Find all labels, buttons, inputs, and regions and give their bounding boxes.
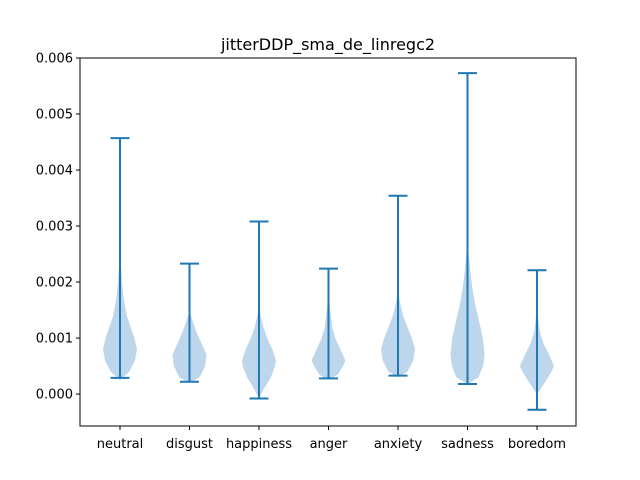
y-tick-label: 0.005 <box>36 108 73 123</box>
x-tick-label: boredom <box>508 437 566 452</box>
x-tick-label: happiness <box>226 437 292 452</box>
x-tick-label: neutral <box>97 437 144 452</box>
y-tick-label: 0.000 <box>36 388 73 403</box>
x-axis: neutral disgust happiness anger anxiety sadne… <box>97 426 566 452</box>
y-axis: 0.000 0.001 0.002 0.003 0.004 0.005 0.006 <box>36 52 80 403</box>
y-tick-label: 0.004 <box>36 164 73 179</box>
y-tick-label: 0.003 <box>36 220 73 235</box>
x-tick-label: sadness <box>441 437 494 452</box>
x-tick-label: anger <box>310 437 348 452</box>
x-tick-label: anxiety <box>374 437 423 452</box>
y-tick-label: 0.002 <box>36 276 73 291</box>
violins-group <box>103 72 554 411</box>
y-tick-label: 0.001 <box>36 332 73 347</box>
y-tick-label: 0.006 <box>36 52 73 67</box>
x-tick-label: disgust <box>166 437 213 452</box>
chart-title: jitterDDP_sma_de_linregc2 <box>220 35 435 55</box>
